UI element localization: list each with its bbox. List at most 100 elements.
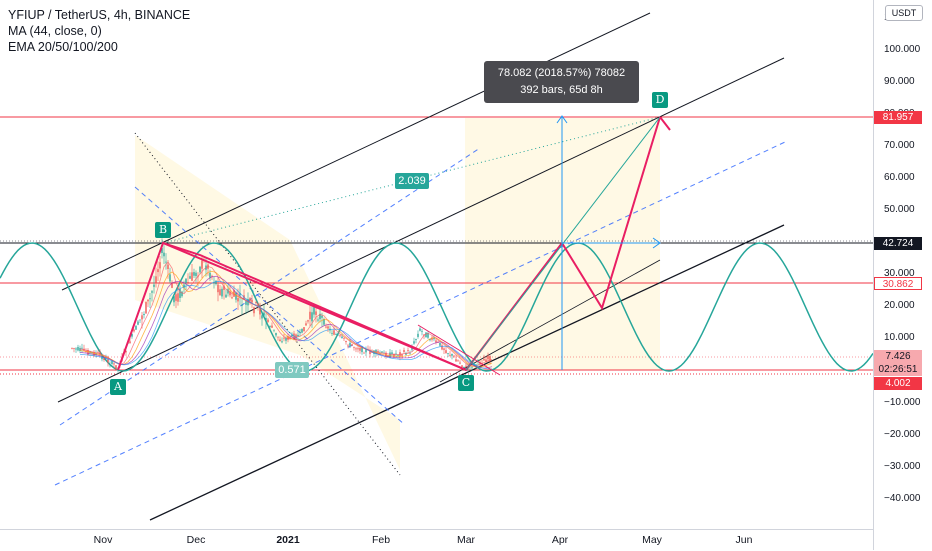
candle-body [191,272,193,281]
candle-body [291,334,293,337]
price-tag-low: 4.002 [874,377,922,390]
candle-body [249,298,251,302]
candle-body [433,337,435,340]
time-scale[interactable]: Nov Dec 2021 Feb Mar Apr May Jun [0,529,873,551]
candle-body [321,315,323,318]
price-tick: −30.000 [884,460,921,472]
time-tick-2021: 2021 [276,534,300,546]
price-tick: 30.000 [884,268,915,280]
pattern-b-c [162,242,467,371]
candle-body [389,352,391,358]
price-scale[interactable]: 110.000100.00090.00080.00070.00060.00050… [873,0,932,550]
dotted-diag [134,132,401,476]
candle-body [99,352,101,355]
candle-body [225,294,227,298]
candle-body [331,332,333,334]
candle-body [317,319,319,321]
candle-body [97,352,99,354]
candle-body [355,348,357,350]
candle-body [87,350,89,355]
price-tick: 50.000 [884,204,915,216]
candle-body [343,337,345,339]
time-tick-feb: Feb [371,534,391,546]
candle-body [237,298,239,302]
candle-body [245,301,247,305]
time-tick-may: May [642,534,662,546]
symbol-title[interactable]: YFIUP / TetherUS, 4h, BINANCE [8,8,191,22]
candle-body [103,357,105,360]
candle-body [461,365,463,368]
candle-body [335,334,337,335]
candle-body [425,332,427,338]
price-tick: 70.000 [884,140,915,152]
measure-duration: 392 bars, 65d 8h [520,84,603,96]
candle-body [341,336,343,339]
candle-body [405,353,407,355]
candle-body [229,291,231,296]
candle-body [139,319,141,321]
candle-body [281,341,283,343]
candle-body [487,355,489,360]
fib-ratio-upper[interactable]: 2.039 [395,173,429,189]
time-tick-mar: Mar [456,534,476,546]
candle-body [257,303,259,307]
candle-body [391,352,393,355]
candle-body [153,284,155,287]
candle-body [165,261,167,263]
candle-body [445,350,447,354]
candle-body [73,348,75,349]
candle-body [333,330,335,335]
candle-body [349,342,351,346]
candle-body [219,289,221,296]
candle-body [209,272,211,278]
candle-body [309,311,311,320]
candle-body [439,342,441,346]
candle-body [407,350,409,352]
candle-body [131,334,133,337]
candle-body [371,352,373,353]
candle-body [277,336,279,338]
candle-body [141,315,143,320]
measure-tooltip: 78.082 (2018.57%) 78082 392 bars, 65d 8h [484,61,639,103]
ema-indicator[interactable]: EMA 20/50/100/200 [8,40,118,54]
measure-change: 78.082 (2018.57%) 78082 [497,67,626,79]
currency-selector[interactable]: USDT [885,5,923,21]
candle-body [327,326,329,329]
price-tag-mid: 30.862 [874,277,922,290]
candle-body [247,299,249,306]
candle-body [463,366,465,369]
point-b-label[interactable]: B [155,222,171,238]
ma-indicator[interactable]: MA (44, close, 0) [8,24,102,38]
price-tick: 90.000 [884,76,915,88]
price-tag-b: 42.724 [874,237,922,250]
candle-body [465,365,467,367]
small-trend [417,324,501,376]
price-tick: 60.000 [884,172,915,184]
point-c-label[interactable]: C [458,375,474,391]
candle-body [441,345,443,350]
fib-ratio-lower[interactable]: 0.571 [275,362,309,378]
point-d-label[interactable]: D [652,92,668,108]
candle-body [453,355,455,357]
price-tick: 20.000 [884,300,915,312]
candle-body [159,262,161,269]
candle-body [255,302,257,304]
candle-body [221,288,223,297]
candle-body [201,260,203,269]
candle-body [313,304,315,315]
candle-body [129,341,131,344]
candle-body [147,299,149,302]
candle-body [75,348,77,350]
candle-body [279,339,281,342]
dashed-channel-1 [59,147,481,426]
candle-body [143,313,145,316]
candle-body [283,337,285,339]
candle-body [443,348,445,350]
candle-body [303,327,305,332]
candle-body [377,350,379,353]
point-a-label[interactable]: A [110,379,126,395]
candle-body [157,269,159,273]
candle-body [347,345,349,347]
candle-body [161,247,163,254]
